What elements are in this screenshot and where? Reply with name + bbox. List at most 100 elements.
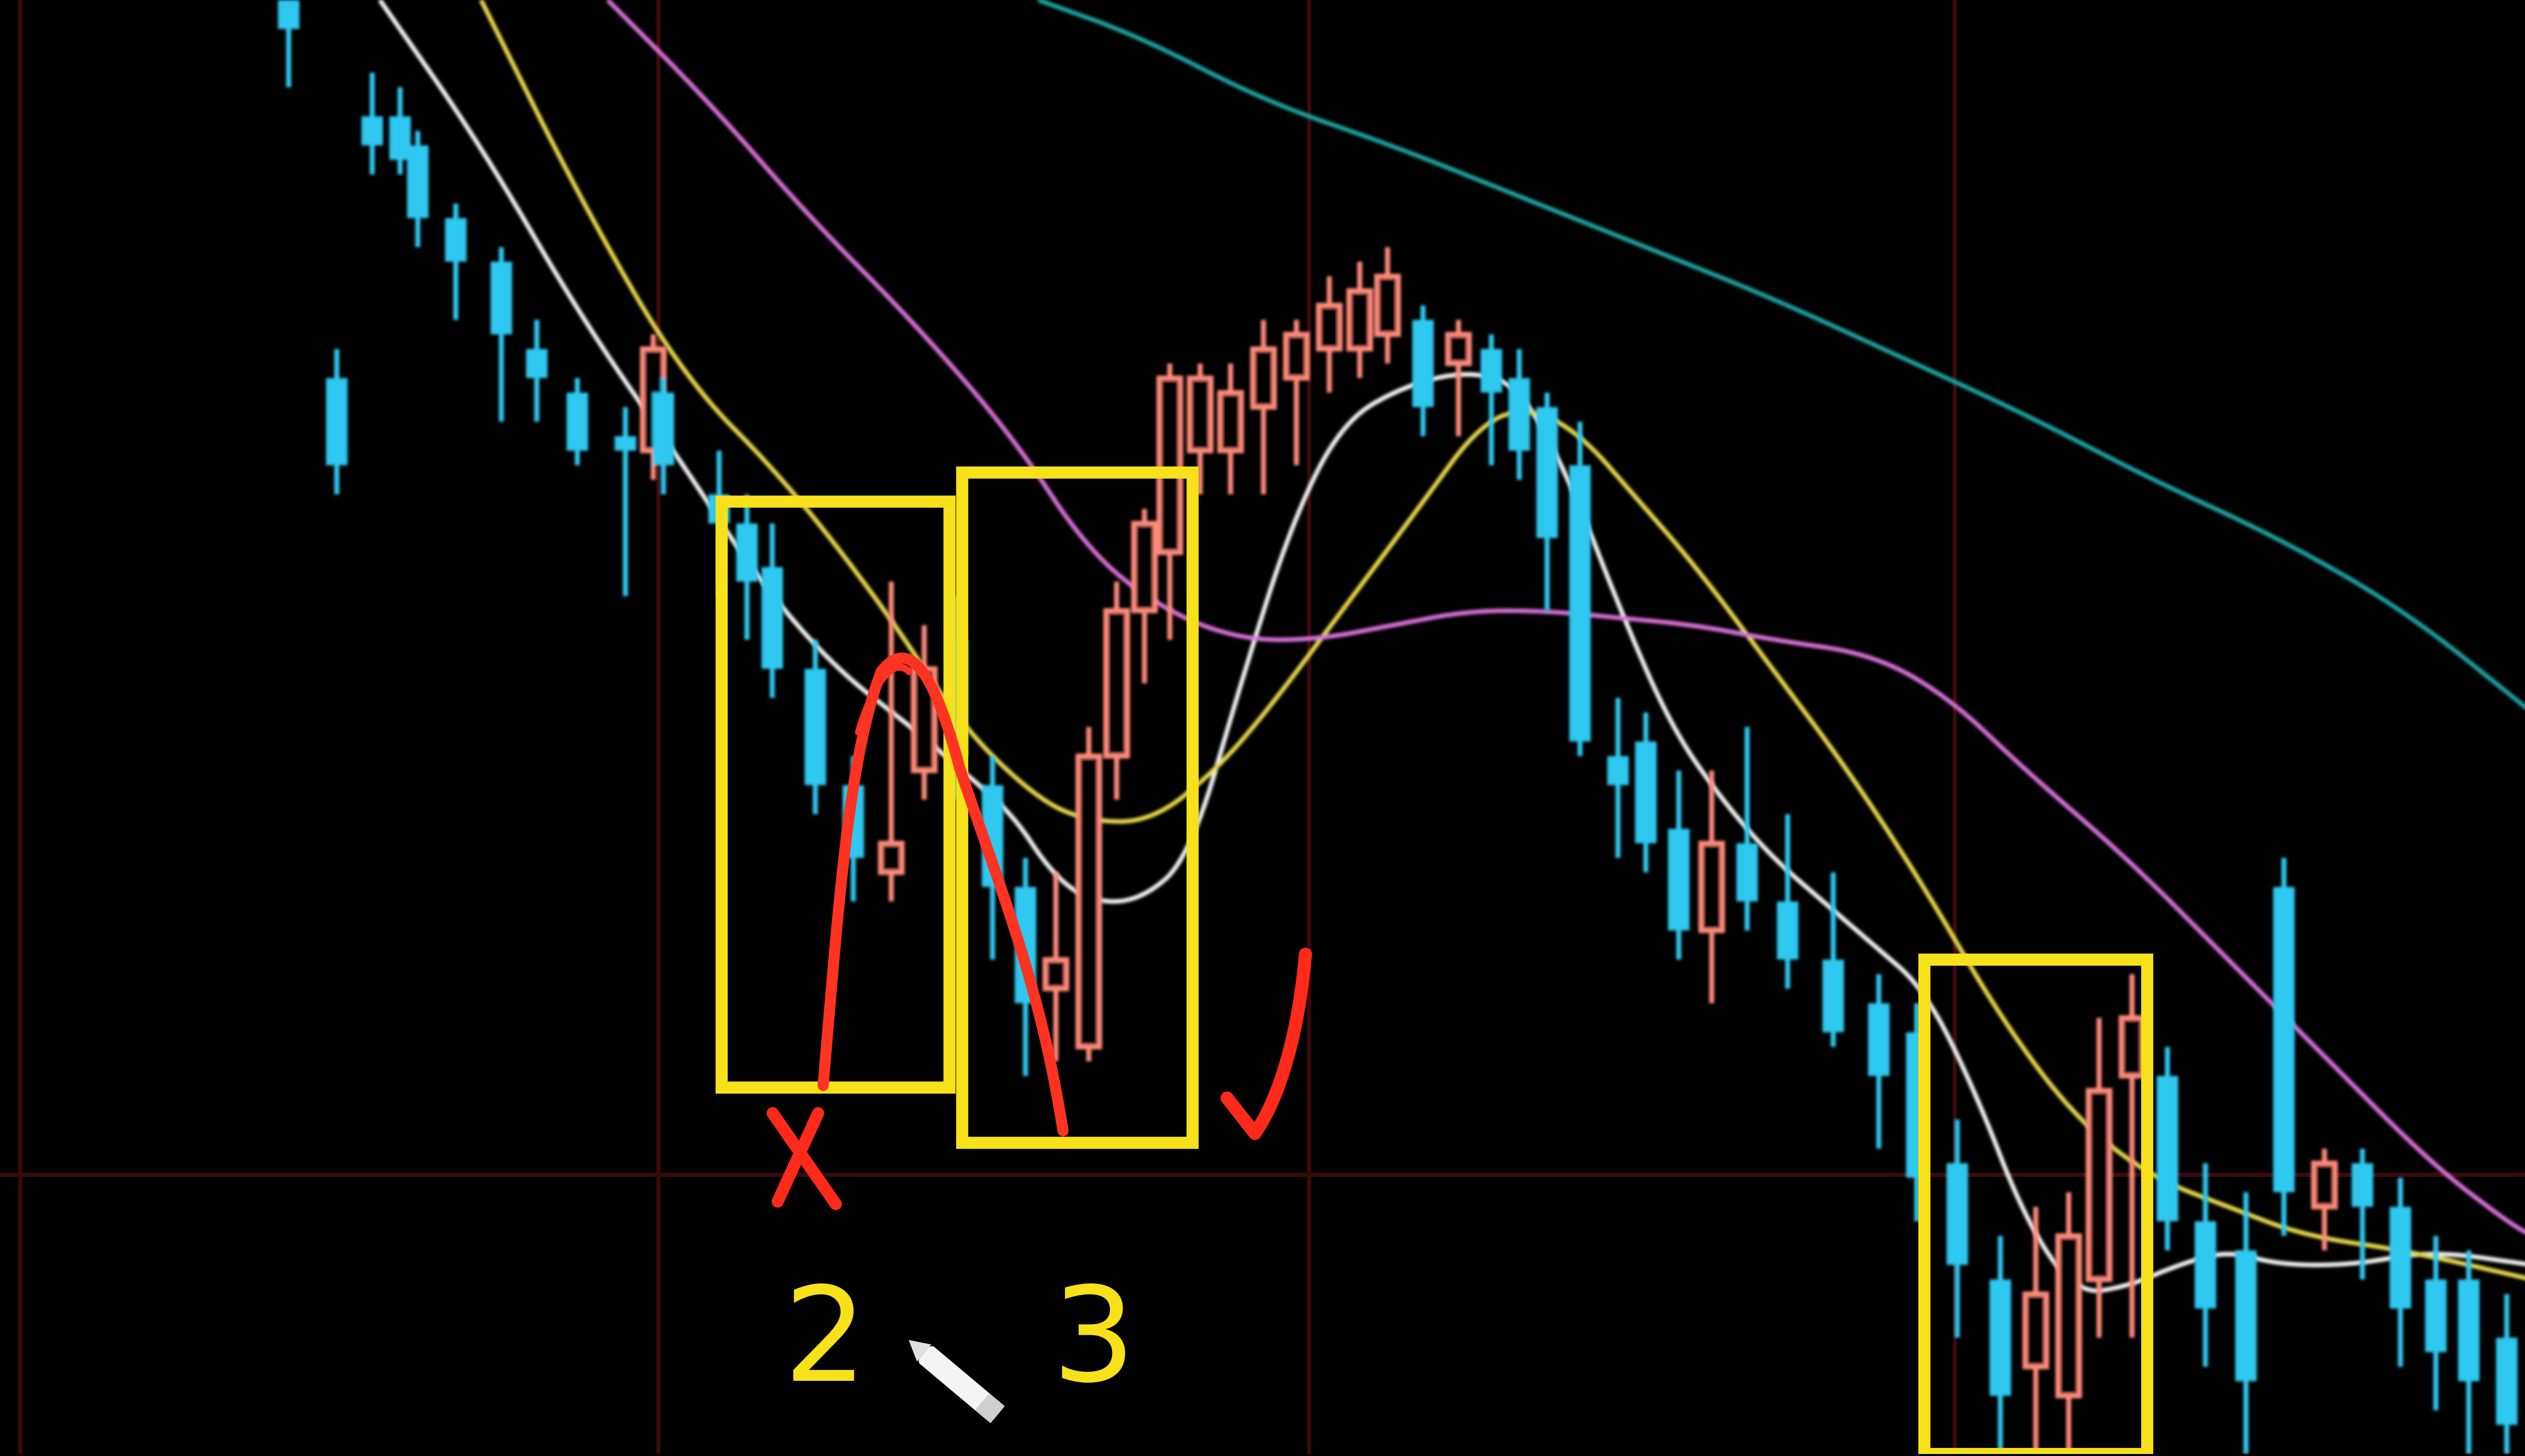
candle-down <box>1569 422 1591 756</box>
candle-body <box>1569 465 1591 742</box>
candle-body <box>615 436 636 451</box>
candle-up <box>2311 1149 2338 1251</box>
candle-down <box>1480 334 1502 465</box>
candle-body <box>1316 302 1343 352</box>
candle-body <box>2194 1221 2216 1309</box>
candle-body <box>326 378 348 465</box>
red-cross-mark <box>767 1107 842 1210</box>
candle-body <box>1374 274 1401 337</box>
candle-body <box>1412 320 1434 407</box>
candle-down <box>1868 974 1890 1149</box>
candle-up <box>2055 1192 2082 1454</box>
candle-body <box>2235 1250 2257 1381</box>
candle-down <box>1536 392 1558 611</box>
candle-up <box>1283 320 1310 465</box>
candle-down <box>2496 1294 2518 1454</box>
candle-down <box>2351 1149 2374 1280</box>
highlight-box <box>715 495 956 1094</box>
candle-body <box>1445 332 1472 367</box>
candle-down <box>615 407 636 596</box>
candle-up <box>1187 363 1214 495</box>
candle-body <box>1217 390 1244 453</box>
candle-down <box>1989 1236 2011 1454</box>
candle-down <box>1946 1119 1968 1338</box>
candle-down <box>1508 349 1530 480</box>
candle-layer <box>278 0 2518 1454</box>
candle-body <box>526 349 548 378</box>
candle-down <box>2156 1047 2179 1251</box>
candle-body <box>1777 901 1799 960</box>
candle-body <box>652 392 674 465</box>
candle-down <box>1607 698 1629 858</box>
candle-body <box>1156 375 1183 555</box>
highlight-box-layer <box>715 466 2153 1456</box>
candle-down <box>361 73 383 175</box>
candle-body <box>2118 1015 2146 1079</box>
candle-body <box>804 668 826 786</box>
candle-up <box>1103 582 1130 800</box>
candle-down <box>2194 1163 2216 1367</box>
candle-body <box>1868 1003 1890 1076</box>
pen-cursor-icon <box>908 1340 1005 1423</box>
candle-body <box>2022 1291 2049 1370</box>
candle-up <box>1131 509 1158 684</box>
candle-down <box>566 378 588 465</box>
candle-down <box>407 131 429 247</box>
candle-body <box>445 218 467 262</box>
candle-up <box>1075 727 1102 1062</box>
candle-body <box>2156 1076 2179 1222</box>
candle-down <box>2273 858 2295 1236</box>
candle-down <box>1635 712 1657 872</box>
candle-body <box>407 145 429 218</box>
candle-down <box>2389 1177 2411 1367</box>
candle-down <box>1777 814 1799 989</box>
candle-body <box>278 0 299 29</box>
highlight-box <box>956 466 1199 1149</box>
candle-body <box>1822 959 1844 1032</box>
candle-down <box>490 247 513 422</box>
candle-body <box>2311 1161 2338 1210</box>
candle-down <box>526 320 548 422</box>
candle-body <box>2351 1163 2374 1207</box>
candle-body <box>1042 957 1070 992</box>
candle-body <box>1187 375 1214 453</box>
candle-body <box>736 523 758 582</box>
candle-up <box>1156 363 1183 640</box>
candle-down <box>2425 1236 2447 1411</box>
candle-body <box>2055 1233 2082 1398</box>
red-arch-overlap <box>855 663 913 736</box>
candle-up <box>2118 974 2146 1338</box>
candle-body <box>2389 1207 2411 1309</box>
candle-body <box>1989 1279 2011 1396</box>
candle-up <box>1316 276 1343 393</box>
candle-body <box>1075 753 1102 1050</box>
candle-up <box>2086 1018 2112 1338</box>
candle-down <box>761 523 783 698</box>
candle-body <box>1635 741 1657 844</box>
candle-up <box>1250 320 1277 495</box>
candle-body <box>2458 1279 2480 1381</box>
candle-up <box>1374 247 1401 363</box>
candle-down <box>2235 1192 2257 1454</box>
candle-down <box>1412 305 1434 436</box>
candle-body <box>2496 1337 2518 1425</box>
candle-body <box>2086 1088 2112 1282</box>
candle-body <box>2425 1279 2447 1353</box>
candle-body <box>1346 288 1373 352</box>
candle-down <box>1822 872 1844 1047</box>
candle-up <box>2022 1207 2049 1454</box>
candle-down <box>1668 770 1690 960</box>
candle-body <box>2273 887 2295 1192</box>
candle-body <box>1480 349 1502 393</box>
moving-average-line <box>606 0 2525 1235</box>
candle-body <box>1283 332 1310 381</box>
box-label: 3 <box>1052 1260 1135 1412</box>
candle-up <box>878 582 905 902</box>
red-arch-stroke <box>818 652 1069 1136</box>
candle-body <box>1946 1163 1968 1265</box>
candle-up <box>1042 872 1070 1062</box>
moving-average-line <box>479 0 2525 1280</box>
